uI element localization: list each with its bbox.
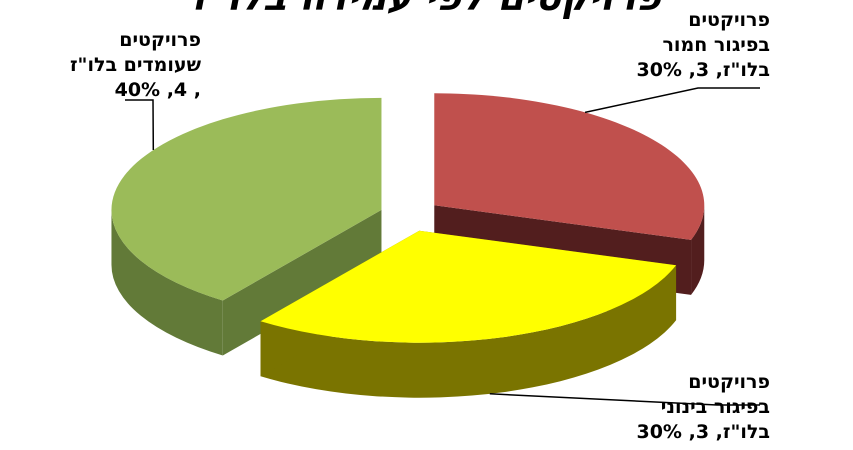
slice-medium-delay [260, 230, 677, 343]
slice-label-medium-delay: פרויקטים בפיגור בינוני בלו"ז, 3, 30% [636, 370, 770, 445]
slice-label-line: בפיגור בינוני [660, 396, 770, 418]
slice-label-line: בלו"ז, 3, 30% [636, 421, 770, 443]
slice-label-on-schedule: פרויקטים שעומדים בלו"ז , 4, 40% [70, 28, 201, 103]
slice-side-wall [260, 265, 677, 398]
chart-title: פרויקטים לפי עמידה בלו"ז [0, 0, 853, 20]
slice-side-wall [691, 205, 705, 295]
leader-line [584, 87, 760, 114]
slice-label-line: בלו"ז, 3, 30% [636, 59, 770, 81]
slice-label-line: פרויקטים [688, 9, 770, 31]
leader-line [489, 393, 760, 406]
slice-label-line: בפיגור חמור [662, 34, 770, 56]
slice-side-wall [111, 209, 223, 356]
slice-cut-face [222, 209, 382, 356]
slice-label-line: , 4, 40% [114, 79, 201, 101]
slice-label-line: שעומדים בלו"ז [69, 54, 201, 76]
slice-label-line: פרויקטים [119, 29, 201, 51]
slice-label-line: פרויקטים [688, 371, 770, 393]
slice-severe-delay [434, 93, 705, 240]
leader-line [125, 99, 155, 151]
slice-on-schedule [111, 97, 382, 301]
slice-on-schedule-3d [111, 209, 382, 356]
slice-label-severe-delay: פרויקטים בפיגור חמור בלו"ז, 3, 30% [636, 8, 770, 83]
